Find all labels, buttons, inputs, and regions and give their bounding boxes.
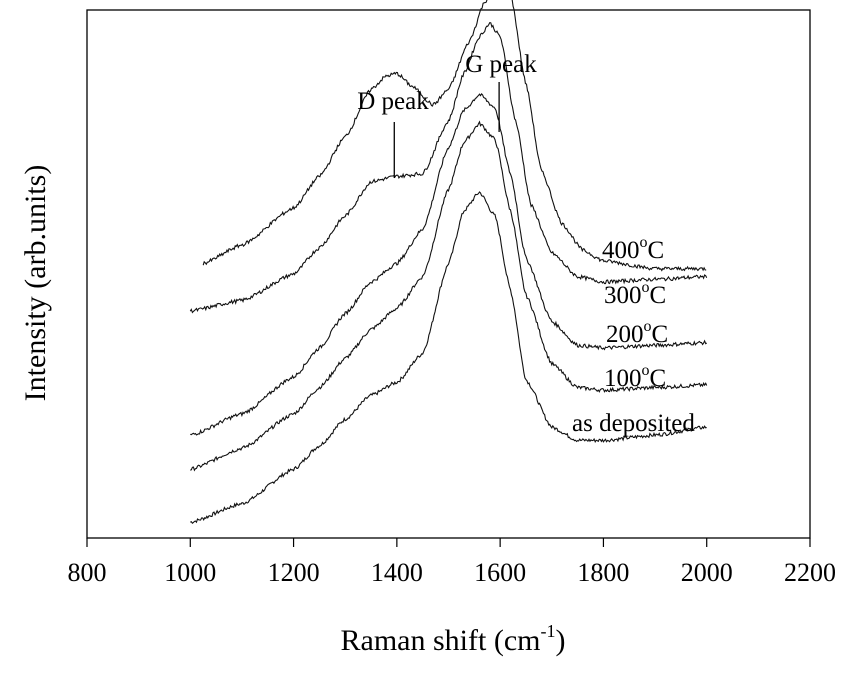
x-axis-title: Raman shift (cm-1) (341, 621, 566, 657)
series-label-superscript: o (642, 279, 650, 296)
series-label-main: 200 (606, 321, 644, 348)
x-tick-label: 1000 (164, 558, 216, 587)
x-axis-title-close: ) (555, 624, 565, 657)
series-line-0 (190, 191, 707, 524)
x-tick-label: 1200 (268, 558, 320, 587)
x-tick-label: 2200 (784, 558, 836, 587)
series-label-main: 400 (602, 237, 640, 264)
peak-label: G peak (465, 51, 537, 78)
series-label-superscript: o (640, 234, 648, 251)
x-axis-ticks: 800 1000 1200 1400 1600 1800 2000 2200 (68, 538, 836, 587)
series-line-1 (190, 120, 708, 472)
peak-annotations: D peak G peak (357, 51, 537, 178)
x-tick-label: 2000 (681, 558, 733, 587)
series-line-4 (202, 0, 707, 272)
series-label-4: 400oC (602, 234, 664, 264)
x-tick-label: 1400 (371, 558, 423, 587)
series-label-1: 100oC (604, 362, 666, 392)
x-tick-label: 1800 (577, 558, 629, 587)
series-label-superscript: o (644, 318, 652, 335)
x-tick-label: 1600 (474, 558, 526, 587)
series-label-0: as deposited (572, 410, 695, 437)
series-label-unit: C (650, 282, 667, 309)
series-label-3: 300oC (604, 279, 666, 309)
y-axis-title: Intensity (arb.units) (19, 165, 52, 402)
x-axis-title-main: Raman shift (cm (341, 624, 541, 657)
peak-label: D peak (357, 88, 429, 115)
series-label-main: 300 (604, 282, 642, 309)
series-label-unit: C (650, 365, 667, 392)
series-label-main: 100 (604, 365, 642, 392)
series-label-unit: C (648, 237, 665, 264)
x-axis-title-superscript: -1 (540, 621, 555, 641)
series-label-unit: C (652, 321, 669, 348)
series-line-2 (190, 93, 708, 436)
series-label-main: as deposited (572, 410, 695, 437)
series-label-2: 200oC (606, 318, 668, 348)
series-label-superscript: o (642, 362, 650, 379)
plot-frame (86, 9, 811, 539)
series-line-3 (189, 21, 708, 314)
x-tick-label: 800 (68, 558, 107, 587)
series-lines (189, 0, 708, 524)
